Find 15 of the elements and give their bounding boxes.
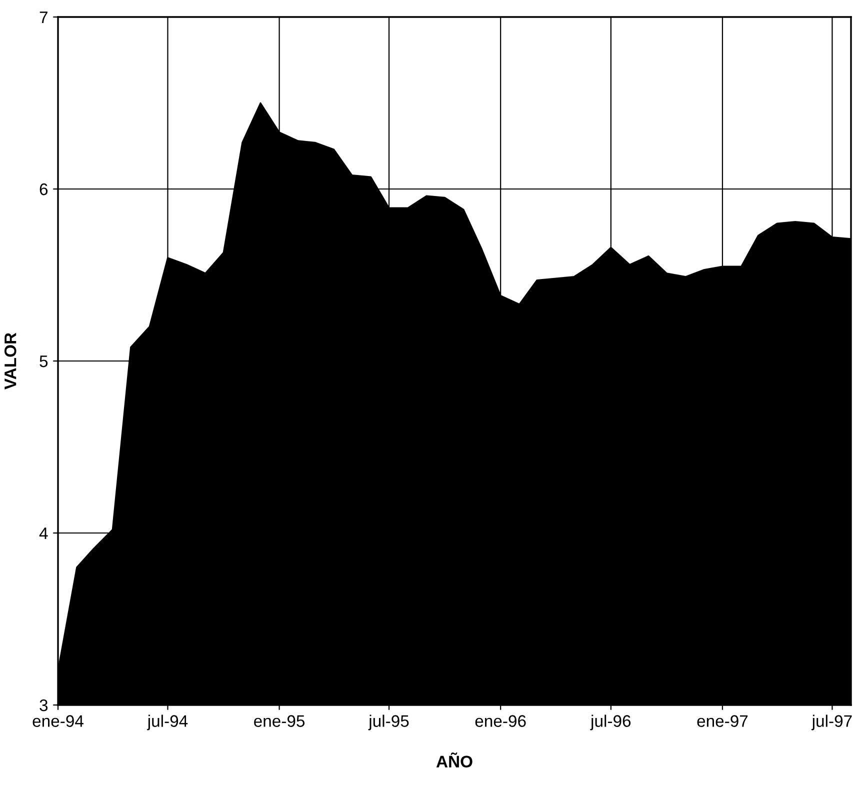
x-tick-label: jul-96 (590, 714, 631, 730)
y-tick-label: 7 (40, 12, 48, 24)
x-tick-label: jul-95 (368, 714, 409, 730)
x-tick-label: ene-95 (254, 715, 305, 727)
x-axis-title: AÑO (436, 752, 472, 768)
y-axis-title: VALOR (4, 332, 16, 390)
y-tick-label: 6 (40, 183, 48, 196)
x-tick-label: ene-94 (32, 715, 84, 727)
x-tick-label: jul-94 (146, 714, 188, 730)
x-tick-label: ene-97 (697, 715, 748, 727)
y-tick-label: 3 (40, 699, 48, 712)
x-tick-label: ene-96 (475, 715, 526, 727)
x-tick-label: jul-97 (811, 714, 852, 730)
y-tick-label: 4 (39, 528, 48, 540)
y-tick-label: 5 (40, 356, 48, 368)
